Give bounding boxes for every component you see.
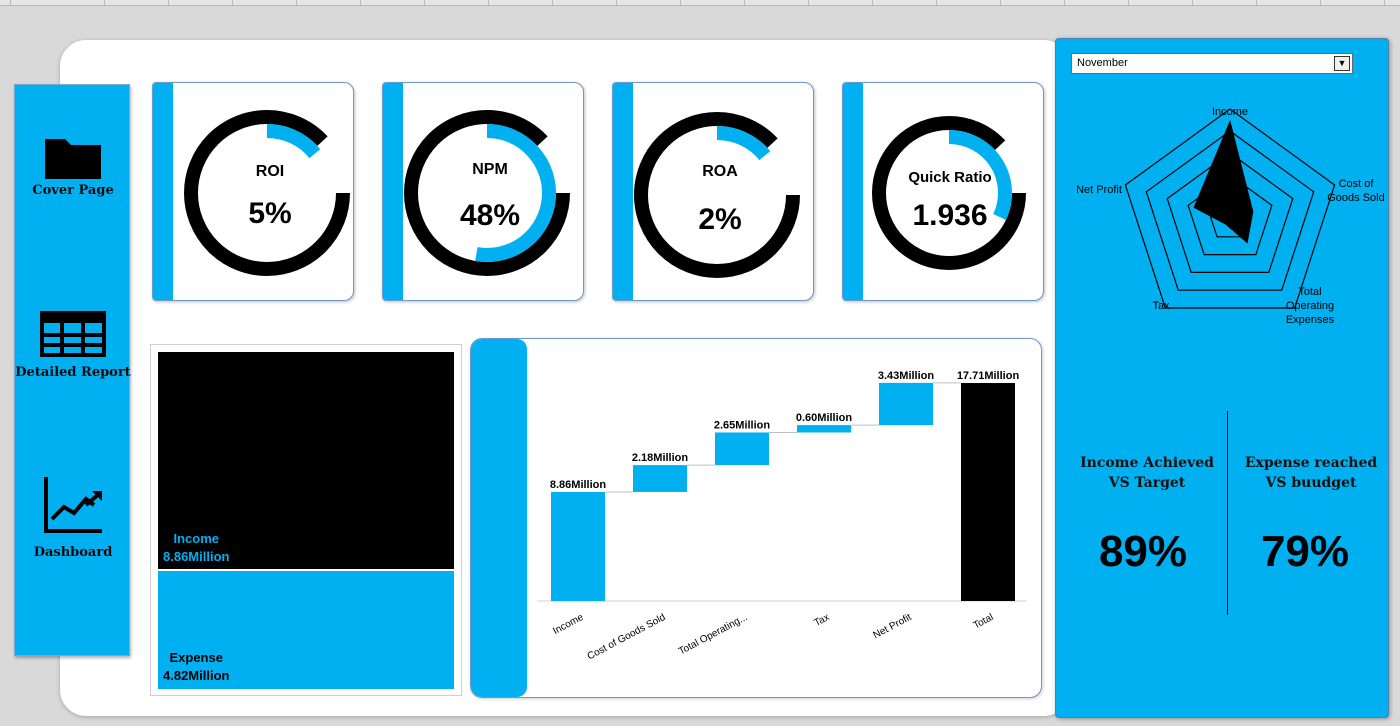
treemap-income-text: Income 8.86Million [163, 530, 229, 566]
kpi-donut-roi [184, 110, 350, 276]
treemap-expense-label: Expense [169, 650, 223, 665]
waterfall-bar [633, 465, 687, 492]
waterfall-bar [879, 382, 933, 426]
expense-reached-value: 79% [1260, 527, 1350, 576]
kpi-card-roa: ROA 2% [612, 82, 814, 301]
kpi-value: 48% [459, 199, 521, 232]
radar-series-area [1193, 119, 1254, 244]
kpi-fill-arc [948, 130, 1012, 220]
waterfall-chart: 8.86Million Income 2.18Million Cost of Good… [537, 370, 1027, 662]
waterfall-category-label: Income [551, 612, 586, 637]
waterfall-bar [797, 425, 851, 433]
sheet-gridlines [0, 0, 1400, 6]
line-chart-icon [44, 477, 102, 533]
nav-dashboard[interactable]: Dashboard [15, 475, 131, 560]
kpi-track-ring [404, 110, 570, 276]
kpi-track-ring [634, 112, 800, 278]
waterfall-data-label: 2.65Million [714, 419, 771, 431]
nav-cover-page-label: Cover Page [32, 183, 114, 198]
radar-grid-ring [1124, 108, 1336, 309]
kpi-accent-bar [383, 83, 403, 300]
kpi-fill-arc [716, 126, 771, 161]
radar-grid-ring [1166, 152, 1294, 273]
kpi-label: Quick Ratio [908, 169, 992, 186]
treemap-expense-text: Expense 4.82Million [163, 649, 229, 685]
waterfall-bar [961, 383, 1015, 601]
kpi-label: ROA [702, 163, 738, 180]
waterfall-category-label: Total Operating... [677, 612, 749, 657]
kpi-donut-npm [404, 110, 570, 276]
kpi-value: 5% [248, 197, 292, 230]
kpi-accent-bar [613, 83, 633, 300]
waterfall-data-label: 0.60Million [796, 412, 853, 424]
expense-reached-title: Expense reached VS buudget [1244, 455, 1378, 491]
kpi-track-ring [184, 110, 350, 276]
radar-chart [1124, 108, 1336, 309]
kpi-label: ROI [255, 163, 285, 180]
kpi-fill-arc [475, 124, 556, 262]
metrics-divider [1227, 411, 1228, 615]
waterfall-chart-card: 8.86Million Income 2.18Million Cost of Good… [470, 338, 1042, 698]
waterfall-accent-bar [471, 339, 527, 697]
waterfall-data-label: 17.71Million [957, 370, 1020, 382]
kpi-value: 2% [698, 203, 742, 236]
treemap-income-value: 8.86Million [163, 549, 230, 564]
radar-grid-ring [1145, 130, 1315, 291]
waterfall-category-label: Total [972, 612, 996, 632]
radar-axis-label: Income [1211, 106, 1249, 118]
navigation-panel: Cover Page Detailed Report Dashboard [14, 84, 131, 656]
nav-cover-page[interactable]: Cover Page [15, 133, 131, 198]
treemap-expense-block: Expense 4.82Million [158, 571, 454, 689]
treemap-income-block: Income 8.86Million [158, 352, 454, 569]
treemap-expense-value: 4.82Million [163, 668, 230, 683]
nav-detailed-report[interactable]: Detailed Report [15, 311, 131, 380]
right-summary-panel: November ▼ Income Cost of Goods Sold Tot… [1055, 38, 1389, 718]
waterfall-bar [715, 432, 769, 466]
radar-axis-label: Cost of Goods Sold [1327, 178, 1385, 204]
kpi-accent-bar [153, 83, 173, 300]
waterfall-data-label: 3.43Million [878, 370, 935, 382]
waterfall-data-label: 8.86Million [550, 479, 607, 491]
nav-detailed-report-label: Detailed Report [15, 365, 131, 380]
kpi-fill-arc [266, 124, 321, 159]
income-achieved-title: Income Achieved VS Target [1080, 455, 1214, 491]
kpi-value: 1.936 [912, 199, 988, 232]
radar-axis-label: Net Profit [1076, 184, 1122, 196]
waterfall-bar [551, 491, 605, 601]
waterfall-category-label: Net Profit [871, 612, 913, 641]
kpi-accent-bar [843, 83, 863, 300]
radar-grid-ring [1187, 174, 1273, 256]
kpi-donut-roa [634, 112, 800, 278]
table-icon [40, 311, 106, 357]
month-dropdown-value: November [1077, 57, 1128, 69]
month-dropdown[interactable]: November ▼ [1071, 53, 1353, 74]
chevron-down-icon[interactable]: ▼ [1334, 56, 1350, 71]
income-expense-treemap: Income 8.86Million Expense 4.82Million [150, 344, 462, 696]
waterfall-category-label: Tax [813, 612, 832, 629]
radar-axis-label: Tax [1152, 300, 1170, 312]
kpi-card-npm: NPM 48% [382, 82, 584, 301]
kpi-card-roi: ROI 5% [152, 82, 354, 301]
kpi-label: NPM [472, 161, 508, 178]
waterfall-category-label: Cost of Goods Sold [586, 612, 668, 662]
waterfall-data-label: 2.18Million [632, 452, 689, 464]
kpi-track-ring [872, 116, 1026, 270]
folder-icon [45, 139, 101, 179]
treemap-income-label: Income [173, 531, 219, 546]
income-achieved-value: 89% [1098, 527, 1188, 576]
nav-dashboard-label: Dashboard [33, 545, 113, 560]
kpi-card-quick-ratio: Quick Ratio 1.936 [842, 82, 1044, 301]
radar-axis-label: Total Operating Expenses [1285, 286, 1335, 326]
kpi-donut-quick-ratio [872, 116, 1026, 270]
